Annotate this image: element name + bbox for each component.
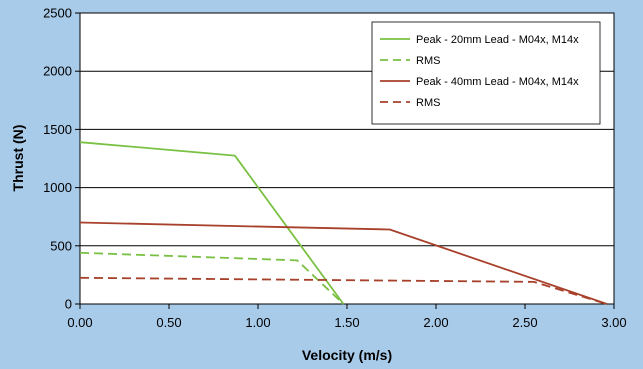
legend-label-0: Peak - 20mm Lead - M04x, M14x <box>416 34 579 46</box>
y-tick-labels: 0 500 1000 1500 2000 2500 <box>43 6 72 312</box>
x-tick-label-6: 3.00 <box>601 315 626 330</box>
x-tick-label-3: 1.50 <box>334 315 359 330</box>
y-tick-label-4: 2000 <box>43 64 72 79</box>
series-line-3 <box>79 276 608 305</box>
y-tick-label-0: 0 <box>65 297 72 312</box>
x-axis-title: Velocity (m/s) <box>302 347 392 363</box>
x-tick-label-2: 1.00 <box>245 315 270 330</box>
y-axis-title: Thrust (N) <box>10 125 26 192</box>
y-tick-label-1: 500 <box>50 238 72 253</box>
series-line-2 <box>79 221 608 305</box>
y-tick-label-2: 1000 <box>43 180 72 195</box>
x-tick-label-1: 0.50 <box>156 315 181 330</box>
series-line-0 <box>79 141 345 305</box>
series-line-1 <box>79 251 345 305</box>
x-tick-label-4: 2.00 <box>423 315 448 330</box>
legend-label-1: RMS <box>416 55 440 67</box>
legend: Peak - 20mm Lead - M04x, M14x RMS Peak - 4… <box>371 21 601 125</box>
legend-label-3: RMS <box>416 97 440 109</box>
y-tick-label-5: 2500 <box>43 6 72 21</box>
series-lines <box>79 141 608 305</box>
y-tick-label-3: 1500 <box>43 122 72 137</box>
x-tick-label-0: 0.00 <box>67 315 92 330</box>
x-tick-label-5: 2.50 <box>512 315 537 330</box>
x-tick-labels: 0.00 0.50 1.00 1.50 2.00 2.50 3.00 <box>67 304 627 330</box>
legend-label-2: Peak - 40mm Lead - M04x, M14x <box>416 76 579 88</box>
